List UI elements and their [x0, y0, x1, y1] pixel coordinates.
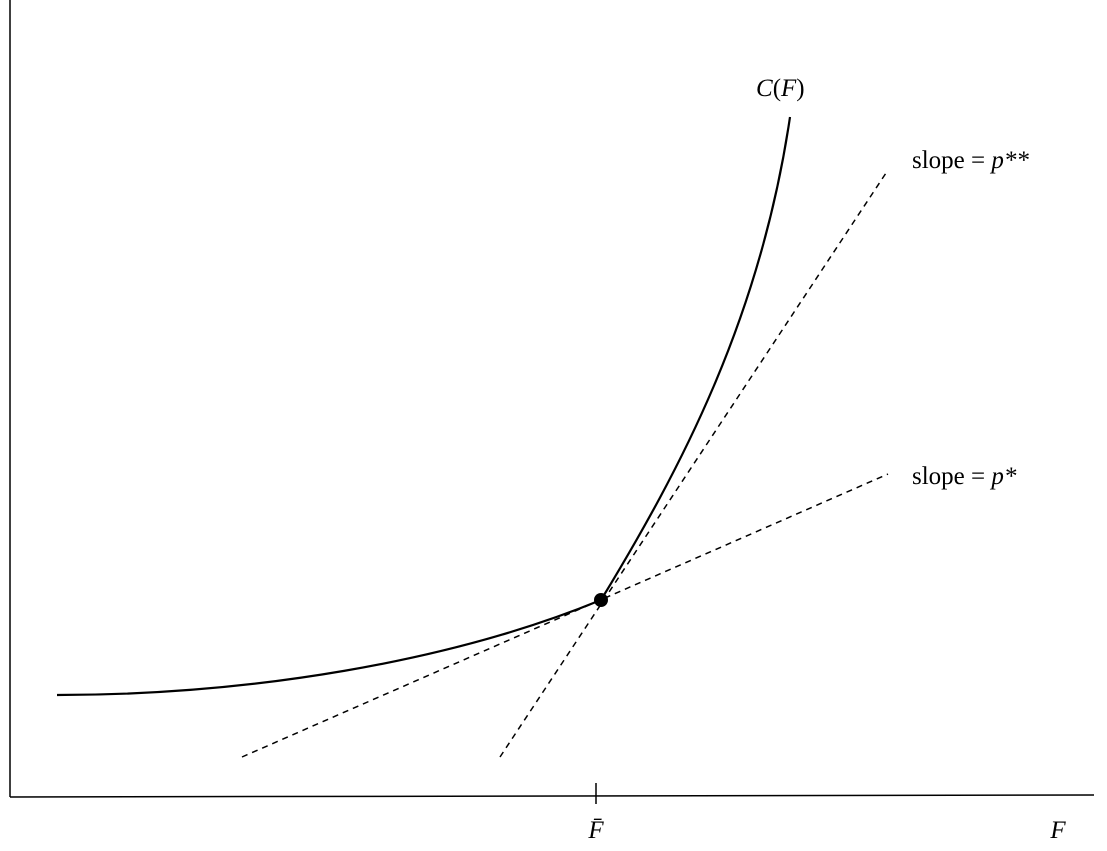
label-part: slope =: [912, 463, 991, 490]
x-axis: [9, 794, 1095, 798]
cost-curve: [56, 116, 792, 697]
label-part: ): [796, 75, 804, 102]
label-part: C: [756, 75, 773, 102]
x-tick-label: F̄: [587, 817, 604, 844]
tangent-line-low: [241, 473, 889, 758]
kink-point: [594, 593, 608, 607]
tangent-line-high: [499, 169, 889, 758]
label-part: F: [780, 75, 797, 102]
label-part: slope =: [912, 147, 991, 174]
slope-label: slope = p**: [912, 147, 1029, 174]
label-part: (: [773, 75, 781, 102]
label-part: p*: [989, 463, 1017, 490]
curve-label: C(F): [756, 75, 805, 102]
x-axis-label: F: [1049, 817, 1066, 844]
slope-label: slope = p*: [912, 463, 1017, 490]
label-part: p**: [989, 147, 1029, 174]
